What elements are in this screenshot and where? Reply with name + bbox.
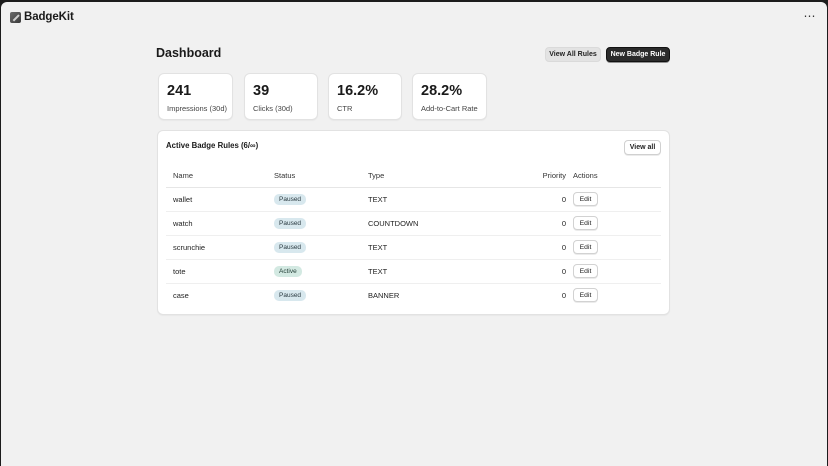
rules-table: Name Status Type Priority Actions wallet… — [166, 164, 661, 307]
stat-card-impressions: 241 Impressions (30d) — [158, 73, 233, 120]
rule-type: TEXT — [368, 259, 513, 284]
table-header-row: Name Status Type Priority Actions — [166, 164, 661, 188]
logo-icon — [10, 11, 21, 23]
column-header-priority[interactable]: Priority — [513, 164, 573, 188]
view-all-button[interactable]: View all — [624, 140, 661, 155]
column-header-type[interactable]: Type — [368, 164, 513, 188]
edit-button[interactable]: Edit — [573, 288, 598, 303]
rule-priority: 0 — [513, 211, 573, 236]
stat-value: 241 — [167, 83, 192, 99]
status-badge: Paused — [274, 193, 307, 205]
brand[interactable]: BadgeKit — [10, 11, 74, 23]
rule-type: COUNTDOWN — [368, 211, 513, 236]
status-badge: Paused — [274, 289, 307, 301]
stat-card-ctr: 16.2% CTR — [328, 73, 402, 120]
view-all-rules-button[interactable]: View All Rules — [545, 47, 601, 62]
stat-label: Impressions (30d) — [167, 104, 228, 113]
rule-name: tote — [166, 259, 274, 284]
edit-button[interactable]: Edit — [573, 264, 598, 278]
rule-name: case — [173, 290, 189, 300]
stat-value: 16.2% — [337, 83, 379, 99]
rule-priority: 0 — [513, 235, 573, 260]
stat-value: 28.2% — [421, 83, 463, 99]
rule-type: BANNER — [368, 290, 400, 300]
stat-label: Clicks (30d) — [253, 104, 293, 113]
more-options-icon[interactable]: ⋯ — [803, 9, 816, 23]
rules-title: Active Badge Rules (6/∞) — [166, 141, 259, 150]
rule-name: scrunchie — [166, 235, 274, 260]
status-badge: Paused — [274, 241, 307, 253]
column-header-status[interactable]: Status — [274, 164, 368, 188]
table-row: case Paused BANNER 0 Edit — [166, 283, 661, 307]
rule-type: TEXT — [368, 235, 513, 260]
table-row: watch Paused COUNTDOWN 0 Edit — [166, 211, 661, 236]
stat-card-add-to-cart: 28.2% Add-to-Cart Rate — [412, 73, 487, 120]
table-row: tote Active TEXT 0 Edit — [166, 259, 661, 284]
active-badge-rules-card: Active Badge Rules (6/∞) View all Name S… — [157, 130, 670, 315]
top-bar: BadgeKit ⋯ — [1, 2, 827, 34]
table-row: wallet Paused TEXT 0 Edit — [166, 187, 661, 212]
rule-priority: 0 — [513, 259, 573, 284]
column-header-name[interactable]: Name — [166, 164, 274, 188]
new-badge-rule-button[interactable]: New Badge Rule — [606, 47, 670, 62]
stat-label: Add-to-Cart Rate — [421, 104, 478, 113]
edit-button[interactable]: Edit — [573, 192, 598, 206]
stat-card-clicks: 39 Clicks (30d) — [244, 73, 318, 120]
stat-value: 39 — [253, 83, 270, 99]
edit-button[interactable]: Edit — [573, 216, 598, 230]
table-row: scrunchie Paused TEXT 0 Edit — [166, 235, 661, 260]
rule-priority: 0 — [561, 290, 566, 300]
app-name: BadgeKit — [24, 11, 74, 23]
rule-name: wallet — [166, 187, 274, 212]
rule-type: TEXT — [368, 187, 513, 212]
status-badge: Paused — [274, 217, 307, 229]
page-title: Dashboard — [156, 46, 222, 60]
status-badge: Active — [274, 265, 302, 277]
rule-name: watch — [166, 211, 274, 236]
column-header-actions: Actions — [573, 164, 661, 188]
edit-button[interactable]: Edit — [573, 240, 598, 254]
stat-label: CTR — [337, 104, 353, 113]
rule-priority: 0 — [513, 187, 573, 212]
